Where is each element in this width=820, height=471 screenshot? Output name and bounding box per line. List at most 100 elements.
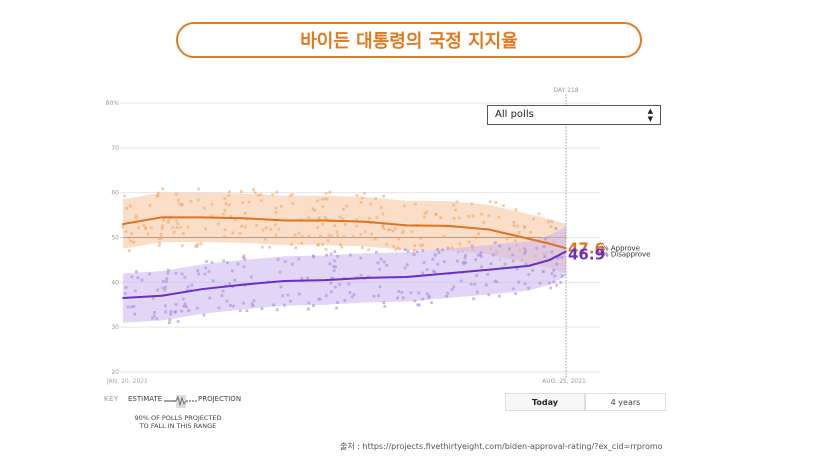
poll-dot xyxy=(203,206,206,210)
disapprove-end-value: 46.9 xyxy=(568,245,605,263)
day-marker-label: DAY 218 xyxy=(553,87,578,94)
poll-dot xyxy=(274,223,277,227)
disapprove-point xyxy=(487,268,490,271)
poll-dot xyxy=(242,301,246,305)
poll-dot xyxy=(412,253,416,256)
toggle-today-button[interactable]: Today xyxy=(505,393,585,411)
poll-dot xyxy=(289,299,292,303)
poll-dot xyxy=(425,210,429,214)
poll-dot xyxy=(450,246,454,250)
poll-dot xyxy=(475,274,479,277)
poll-dot xyxy=(127,249,131,253)
poll-dot xyxy=(327,233,331,237)
poll-dot xyxy=(245,309,249,313)
toggle-4years-button[interactable]: 4 years xyxy=(585,393,666,411)
poll-dot xyxy=(452,216,456,220)
poll-dot xyxy=(123,194,127,198)
poll-dot xyxy=(274,210,278,214)
poll-dot xyxy=(181,232,185,235)
poll-dot xyxy=(297,257,301,261)
disapprove-point xyxy=(548,259,551,261)
poll-dot xyxy=(204,227,207,231)
poll-dot xyxy=(274,234,278,238)
poll-dot xyxy=(511,287,515,291)
poll-dot xyxy=(531,268,535,272)
poll-dot xyxy=(307,301,311,305)
poll-dot xyxy=(291,202,295,205)
poll-dot xyxy=(229,304,232,307)
poll-dot xyxy=(452,203,456,207)
poll-dot xyxy=(467,215,470,218)
poll-dot xyxy=(227,203,231,207)
poll-dot xyxy=(286,293,290,297)
poll-dot xyxy=(326,239,330,242)
poll-dot xyxy=(135,270,138,274)
poll-dot xyxy=(498,244,502,248)
poll-dot xyxy=(344,222,347,226)
poll-dot xyxy=(236,262,240,266)
poll-dot xyxy=(121,225,125,229)
poll-filter-select[interactable]: All polls ▲ ▼ xyxy=(487,105,661,125)
poll-dot xyxy=(412,248,416,252)
poll-dot xyxy=(283,260,287,264)
poll-dot xyxy=(313,209,316,212)
poll-dot xyxy=(482,220,486,224)
poll-dot xyxy=(276,257,280,261)
poll-dot xyxy=(180,272,184,276)
poll-dot xyxy=(290,242,293,246)
poll-dot xyxy=(396,246,399,250)
poll-dot xyxy=(225,261,229,264)
poll-dot xyxy=(514,239,517,242)
y-tick-label: 80% xyxy=(106,100,120,107)
poll-dot xyxy=(230,269,234,273)
poll-dot xyxy=(512,220,516,224)
poll-dot xyxy=(161,187,165,191)
poll-dot xyxy=(474,236,478,240)
poll-dot xyxy=(470,244,474,248)
poll-dot xyxy=(381,223,385,227)
key-range-swatch xyxy=(176,395,186,408)
poll-dot xyxy=(174,303,178,306)
poll-dot xyxy=(166,221,170,224)
x-start-label: JAN. 20, 2021 xyxy=(106,378,148,385)
poll-dot xyxy=(177,198,180,202)
poll-dot xyxy=(336,254,340,258)
poll-dot xyxy=(288,194,292,198)
poll-dot xyxy=(151,316,154,320)
poll-dot xyxy=(480,212,484,216)
poll-dot xyxy=(418,303,421,307)
poll-dot xyxy=(523,251,526,255)
poll-dot xyxy=(367,248,371,252)
poll-dot xyxy=(126,305,130,309)
poll-dot xyxy=(261,245,264,249)
y-tick-label: 60 xyxy=(111,190,119,197)
poll-dot xyxy=(433,270,437,274)
poll-dot xyxy=(392,245,396,248)
approve-point xyxy=(528,238,531,240)
poll-dot xyxy=(167,321,171,325)
key-note-line2: TO FALL IN THIS RANGE xyxy=(139,422,217,430)
poll-dot xyxy=(378,285,382,289)
poll-dot xyxy=(220,294,224,298)
poll-dot xyxy=(329,281,333,285)
poll-dot xyxy=(238,232,242,235)
chart-title: 바이든 대통령의 국정 지지율 xyxy=(300,31,518,52)
poll-dot xyxy=(336,234,340,237)
poll-dot xyxy=(527,273,531,276)
poll-dot xyxy=(396,296,399,300)
poll-dot xyxy=(216,222,220,226)
poll-dot xyxy=(332,265,336,268)
poll-dot xyxy=(473,282,477,286)
poll-dot xyxy=(421,297,425,301)
disapprove-point xyxy=(528,264,531,267)
poll-dot xyxy=(223,235,226,239)
poll-dot xyxy=(413,244,417,248)
poll-dot xyxy=(434,253,437,257)
poll-dot xyxy=(439,216,443,220)
poll-dot xyxy=(161,224,164,228)
poll-dot xyxy=(293,233,297,237)
poll-dot xyxy=(409,291,413,295)
poll-dot xyxy=(171,225,175,229)
poll-dot xyxy=(149,226,153,229)
poll-dot xyxy=(463,256,467,260)
